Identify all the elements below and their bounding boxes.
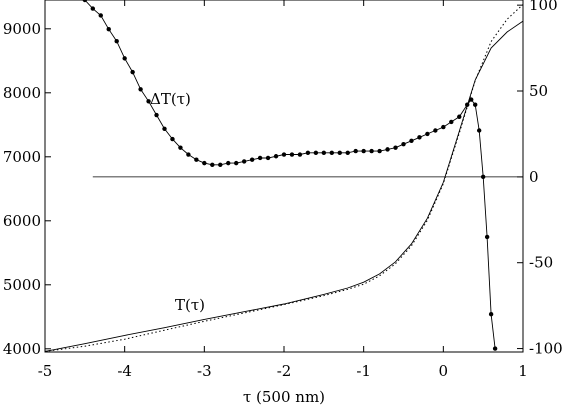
data-point: [492, 346, 498, 351]
data-point: [457, 114, 462, 119]
data-point: [321, 150, 327, 156]
data-point: [281, 152, 287, 157]
data-point: [305, 150, 311, 156]
data-point: [257, 155, 263, 161]
series-line: [84, 0, 496, 349]
data-point: [98, 13, 103, 18]
data-point: [210, 162, 215, 168]
data-point: [186, 152, 191, 157]
marks: -5 -4 -3 -2 -1 0 1 4000 5000 6000 7000 8000 9000 -100…: [3, 0, 563, 380]
data-point: [329, 150, 334, 156]
data-point: [441, 124, 446, 130]
data-point: [393, 145, 398, 150]
data-point: [353, 148, 358, 154]
data-point: [473, 102, 478, 107]
x-tick-label: -5: [38, 362, 53, 380]
data-point: [106, 26, 111, 32]
data-point: [130, 69, 135, 75]
data-point: [313, 150, 319, 156]
x-tick-label: -2: [277, 362, 292, 380]
x-axis-label: τ (500 nm): [243, 388, 325, 405]
data-point: [484, 234, 490, 240]
y-left-tick-label: 9000: [3, 20, 41, 38]
data-point: [265, 155, 271, 161]
y-left-tick-label: 4000: [3, 340, 41, 358]
y-right-tick-label: 100: [529, 0, 558, 14]
x-tick-label: -3: [197, 362, 212, 380]
data-point: [162, 126, 167, 131]
y-right-tick-label: -50: [529, 254, 553, 272]
data-point: [345, 150, 350, 156]
data-point: [154, 112, 159, 118]
data-point: [361, 148, 366, 154]
series-line: [44, 4, 524, 352]
data-point: [178, 145, 183, 150]
data-point: [297, 152, 303, 157]
y-right-tick-label: 50: [529, 82, 548, 100]
y-left-tick-label: 5000: [3, 276, 41, 294]
data-point: [425, 131, 430, 137]
data-point: [90, 6, 96, 11]
x-tick-label: 0: [439, 362, 449, 380]
data-point: [82, 0, 88, 3]
data-point: [226, 160, 231, 166]
data-point: [401, 142, 406, 147]
y-left-tick-label: 7000: [3, 148, 41, 166]
x-tick-label: 1: [518, 362, 528, 380]
data-point: [122, 56, 127, 61]
data-point: [385, 147, 390, 152]
series-line: [44, 20, 524, 352]
data-point: [234, 160, 239, 166]
data-point: [241, 159, 247, 164]
data-point: [369, 148, 374, 154]
data-point: [138, 87, 143, 92]
data-point: [465, 102, 470, 107]
data-point: [146, 99, 151, 104]
annotation-t: T(τ): [175, 296, 205, 314]
data-point: [114, 39, 119, 44]
x-tick-label: -4: [117, 362, 132, 380]
data-point: [170, 136, 175, 142]
data-point: [480, 174, 486, 180]
y-left-tick-label: 6000: [3, 212, 41, 230]
data-point: [289, 152, 295, 157]
data-point: [433, 128, 438, 133]
plot-frame: [44, 0, 524, 353]
y-right-tick-label: -100: [529, 340, 563, 358]
data-point: [218, 162, 223, 168]
data-point: [337, 150, 342, 156]
x-tick-label: -1: [356, 362, 371, 380]
data-point: [488, 312, 494, 317]
data-point: [409, 138, 414, 143]
data-point: [194, 157, 199, 162]
data-point: [449, 119, 454, 125]
annotation-delta-t: ΔT(τ): [150, 90, 191, 108]
data-point: [476, 128, 482, 133]
data-point: [249, 157, 255, 162]
y-right-tick-label: 0: [529, 168, 539, 186]
data-point: [273, 154, 279, 159]
data-point: [377, 148, 382, 154]
data-point: [202, 160, 207, 166]
data-point: [469, 97, 474, 102]
y-left-tick-label: 8000: [3, 84, 41, 102]
data-point: [417, 135, 422, 140]
